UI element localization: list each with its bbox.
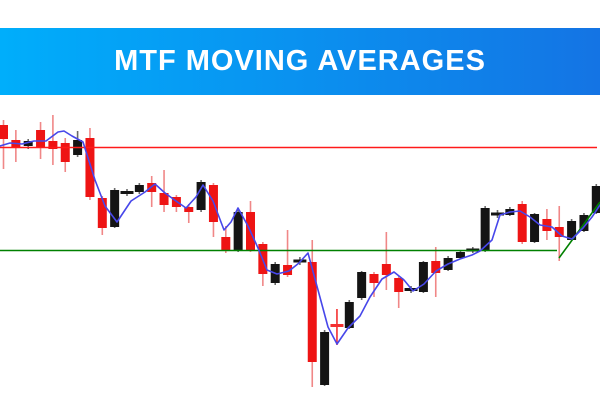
bull-candle-body bbox=[344, 302, 354, 328]
bull-candle-body bbox=[23, 141, 33, 146]
bear-candle-body bbox=[394, 278, 404, 292]
bull-candle-body bbox=[455, 252, 465, 258]
bear-candle-body bbox=[554, 227, 564, 237]
bull-candle-body bbox=[530, 214, 540, 242]
bear-candle-body bbox=[184, 207, 194, 212]
bear-candle-body bbox=[307, 262, 317, 362]
doji-candle-body bbox=[491, 212, 504, 216]
bull-candle-body bbox=[418, 262, 428, 292]
fast-ma-line bbox=[0, 130, 600, 345]
bear-candle-body bbox=[517, 204, 527, 242]
support-ma-line bbox=[558, 201, 600, 259]
bull-candle-body bbox=[110, 190, 120, 227]
bear-candle-body bbox=[0, 125, 8, 139]
bull-candle-body bbox=[591, 186, 600, 213]
bear-candle-body bbox=[97, 198, 107, 228]
bear-candle-body bbox=[85, 138, 95, 197]
bull-candle-body bbox=[233, 212, 243, 250]
bear-candle-body bbox=[369, 274, 379, 283]
bear-candle-body bbox=[36, 130, 46, 147]
bear-candle-body bbox=[48, 141, 58, 149]
bull-candle-body bbox=[357, 272, 367, 298]
bull-candle-body bbox=[134, 185, 144, 192]
bear-candle-body bbox=[60, 143, 70, 162]
bull-candle-body bbox=[320, 332, 330, 385]
banner-title: MTF MOVING AVERAGES bbox=[114, 45, 486, 77]
bear-candle-body bbox=[159, 193, 169, 205]
bear-candle-body bbox=[431, 261, 441, 273]
bear-candle-body bbox=[381, 264, 391, 275]
bear-candle-body bbox=[542, 219, 552, 231]
bear-candle-body bbox=[283, 265, 293, 275]
bear-candle-body bbox=[221, 237, 231, 250]
bull-candle-body bbox=[480, 208, 490, 250]
bull-candle-body bbox=[196, 182, 206, 210]
doji-candle-body bbox=[330, 324, 344, 327]
bull-candle-body bbox=[567, 221, 577, 240]
title-banner: MTF MOVING AVERAGES bbox=[0, 28, 600, 95]
doji-candle-body bbox=[120, 191, 134, 194]
